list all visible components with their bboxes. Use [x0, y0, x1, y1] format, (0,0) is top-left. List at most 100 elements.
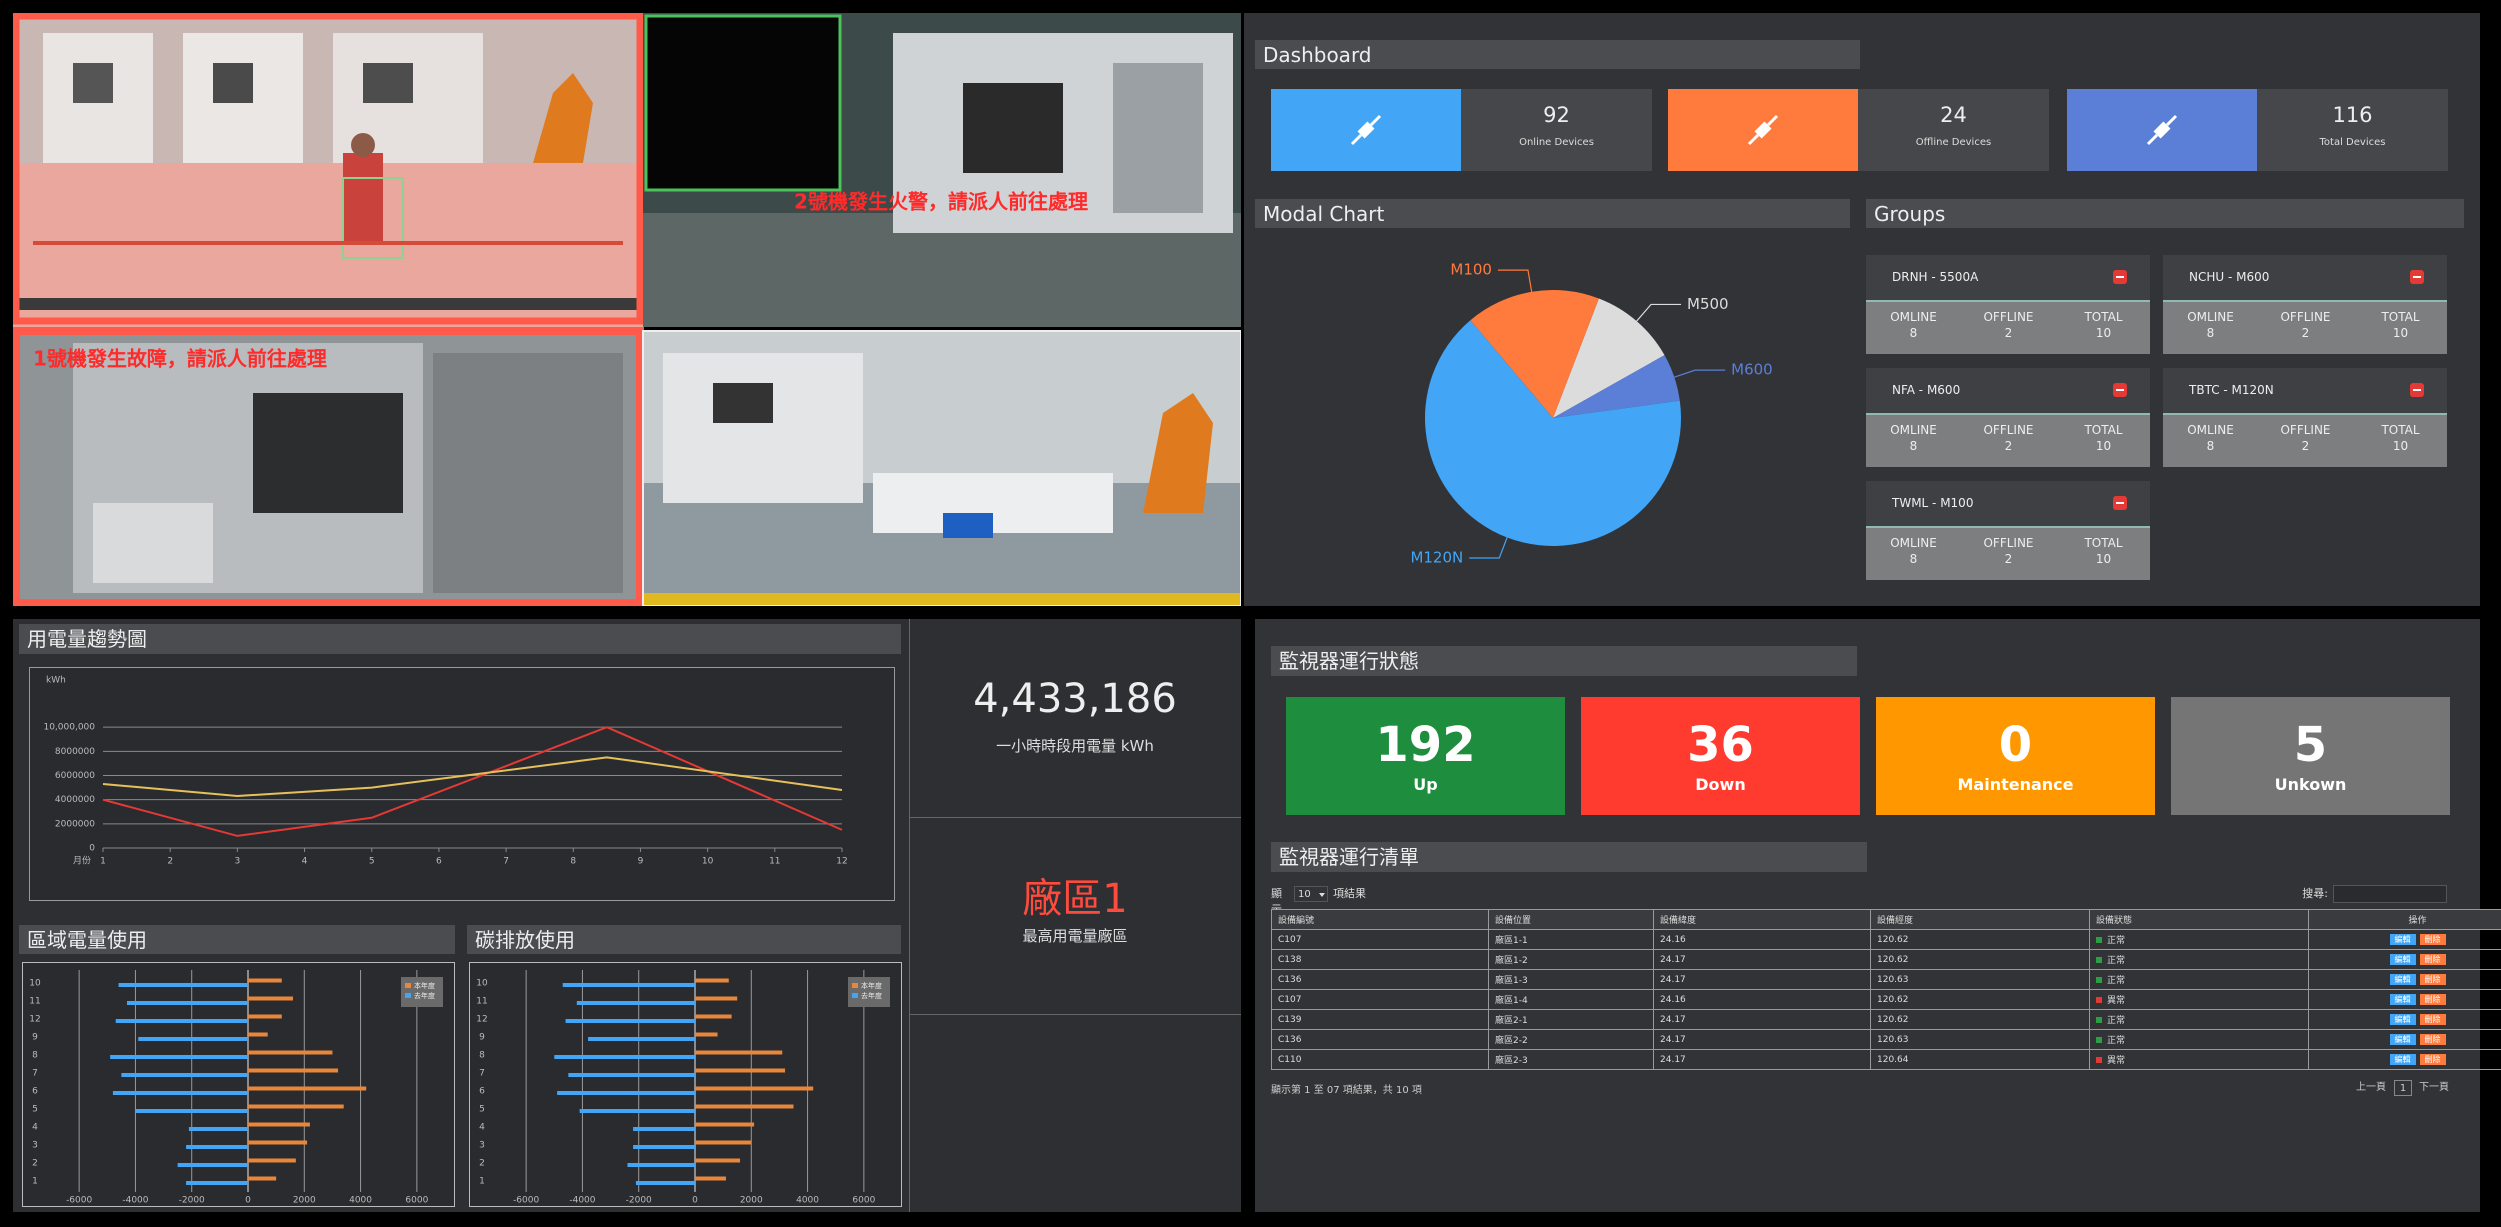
remove-button[interactable] [2410, 383, 2424, 397]
legend-swatch [852, 993, 858, 998]
table-footer: 顯示第 1 至 07 項結果，共 10 項 [1271, 1085, 1422, 1096]
action-button[interactable]: 編輯 [2389, 1034, 2416, 1045]
stat-value: 8 [2206, 326, 2215, 340]
legend-box [848, 977, 890, 1007]
group-header: TBTC - M120N [2163, 368, 2447, 413]
remove-button[interactable] [2113, 383, 2127, 397]
x-tick-label: 2 [167, 857, 173, 867]
y-tick-label: 11 [476, 997, 487, 1007]
status-card: 36 Down [1581, 697, 1860, 815]
table-row: C107 廠區1-4 24.16 120.62 異常 編輯 刪除 [1271, 989, 2501, 1010]
top-area: 廠區1 [1022, 876, 1128, 922]
search-input[interactable] [2333, 885, 2447, 903]
pagination-button[interactable]: 1 [2394, 1080, 2412, 1096]
action-button[interactable]: 編輯 [2389, 1054, 2416, 1065]
camera-alert: 2號機發生火警，請派人前往處理 [794, 190, 1088, 214]
action-button[interactable]: 刪除 [2419, 934, 2446, 945]
bar [695, 1086, 814, 1091]
slice-label: M600 [1731, 361, 1773, 379]
plug-icon-body [1357, 121, 1375, 139]
y-tick-label: 3 [479, 1141, 485, 1151]
status-dot [2096, 1017, 2102, 1023]
stat-label: OFFLINE [2280, 310, 2331, 324]
card-label: Offline Devices [1915, 137, 1992, 148]
table-cell: 廠區2-1 [1488, 1009, 1654, 1030]
section-title: Modal Chart [1255, 199, 1850, 228]
status-card: 0 Maintenance [1876, 697, 2155, 815]
y-tick-label: 12 [476, 1015, 487, 1025]
bar [695, 978, 729, 983]
action-button[interactable]: 刪除 [2419, 974, 2446, 985]
bar [248, 1032, 268, 1037]
action-button[interactable]: 編輯 [2389, 994, 2416, 1005]
status-dot [2096, 1057, 2102, 1063]
card-icon-area [1271, 89, 1461, 171]
remove-icon [2116, 502, 2124, 504]
group-header: TWML - M100 [1866, 481, 2150, 526]
pagination-button[interactable]: 上一頁 [2356, 1082, 2386, 1093]
group-name: TWML - M100 [1892, 496, 1974, 510]
status-label: Maintenance [1957, 775, 2074, 794]
card-label: Total Devices [2319, 137, 2386, 148]
section-title: 監視器運行清單 [1271, 842, 1867, 872]
action-cell: 編輯 刪除 [2308, 929, 2501, 950]
remove-button[interactable] [2113, 270, 2127, 284]
chart-frame: -6000 -4000 -2000 0 2000 4000 6000 10 11 12 9 8 7 6 5 4… [469, 962, 902, 1207]
y-tick-label: 9 [32, 1033, 38, 1043]
x-tick-label: 5 [369, 857, 375, 867]
stat-value: 10 [2095, 439, 2112, 453]
bar [557, 1091, 695, 1095]
action-button[interactable]: 編輯 [2389, 1014, 2416, 1025]
y-tick-label: 6 [479, 1087, 485, 1097]
bar [248, 1014, 282, 1019]
table-cell: C139 [1271, 1009, 1489, 1030]
stat-value: 2 [2301, 439, 2310, 453]
action-button[interactable]: 編輯 [2389, 934, 2416, 945]
action-button[interactable]: 刪除 [2419, 994, 2446, 1005]
legend-swatch [852, 983, 858, 988]
stat-value: 2 [2004, 326, 2013, 340]
section-title: 監視器運行狀態 [1271, 646, 1857, 676]
card-value: 24 [1940, 103, 1967, 127]
status-label: Unkown [2274, 775, 2347, 794]
action-button[interactable]: 編輯 [2389, 954, 2416, 965]
remove-button[interactable] [2410, 270, 2424, 284]
section-title: 碳排放使用 [467, 925, 901, 954]
y-tick-label: 10 [29, 979, 41, 989]
y-tick-label: 9 [479, 1033, 485, 1043]
pagination-button[interactable]: 下一頁 [2419, 1082, 2449, 1093]
action-button[interactable]: 編輯 [2389, 974, 2416, 985]
remove-button[interactable] [2113, 496, 2127, 510]
table-row: C136 廠區2-2 24.17 120.63 正常 編輯 刪除 [1271, 1029, 2501, 1050]
action-button[interactable]: 刪除 [2419, 1054, 2446, 1065]
page-size-select[interactable]: 10 [1294, 886, 1328, 902]
plug-icon [1350, 114, 1382, 146]
action-button[interactable]: 刪除 [2419, 1034, 2446, 1045]
y-tick-label: 10 [476, 979, 488, 989]
bar [112, 1091, 249, 1095]
energy-caption: 一小時時段用電量 kWh [996, 737, 1154, 755]
action-cell: 編輯 刪除 [2308, 989, 2501, 1010]
y-tick-label: 6000000 [55, 771, 95, 781]
action-button[interactable]: 刪除 [2419, 1014, 2446, 1025]
stat-label: OMLINE [1890, 310, 1937, 324]
x-tick-label: 12 [836, 857, 847, 867]
energy-total: 4,433,186 [973, 676, 1177, 722]
y-tick-label: 5 [32, 1105, 38, 1115]
action-button[interactable]: 刪除 [2419, 954, 2446, 965]
card-icon-area [2067, 89, 2257, 171]
group-header: NFA - M600 [1866, 368, 2150, 413]
slice-label: M500 [1687, 295, 1729, 313]
group-stats: OMLINE 8 OFFLINE 2 TOTAL 10 [1866, 300, 2150, 354]
y-tick-label: 12 [29, 1015, 40, 1025]
table-cell: 24.16 [1653, 929, 1871, 950]
table-row: C138 廠區1-2 24.17 120.62 正常 編輯 刪除 [1271, 949, 2501, 970]
table-cell: 24.17 [1653, 1009, 1871, 1030]
x-tick-label: 6000 [405, 1196, 428, 1206]
table-cell: 120.63 [1870, 969, 2090, 990]
table-cell: 24.17 [1653, 949, 1871, 970]
bar [248, 1176, 277, 1181]
stat-label: OMLINE [1890, 536, 1937, 550]
plug-icon [2146, 114, 2178, 146]
chart: -6000 -4000 -2000 0 2000 4000 6000101112987654… [29, 970, 443, 1206]
